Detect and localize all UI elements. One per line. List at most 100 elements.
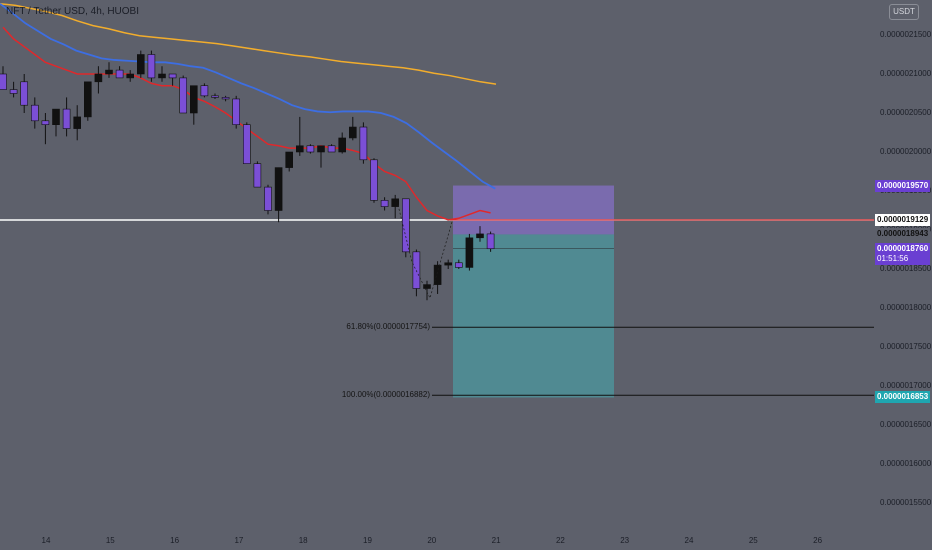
date-tick: 24 [684, 536, 694, 545]
candle-body-down [41, 120, 50, 126]
date-tick: 15 [105, 536, 115, 545]
candle-body-down [401, 198, 410, 253]
candle[interactable] [126, 70, 134, 82]
price-tick: 0.0000021000 [880, 69, 932, 78]
candle[interactable] [243, 122, 251, 164]
candle-body-down [221, 97, 230, 100]
candle[interactable] [317, 145, 325, 168]
candle[interactable] [454, 259, 463, 269]
candle[interactable] [168, 73, 177, 86]
candle[interactable] [158, 66, 166, 82]
candle[interactable] [391, 194, 400, 219]
price-tick: 0.0000018500 [880, 264, 932, 273]
candle-body-down [115, 69, 124, 79]
price-badge-take-profit: 0.0000016853 [875, 391, 930, 404]
candle-body-down [243, 124, 251, 164]
candle[interactable] [306, 144, 315, 154]
candle[interactable] [444, 259, 453, 269]
candle-body-down [211, 95, 219, 98]
candle[interactable] [94, 66, 103, 94]
price-tick: 0.0000020500 [880, 108, 932, 117]
candle[interactable] [105, 62, 113, 78]
candle-body-down [412, 251, 421, 289]
candle[interactable] [62, 97, 71, 137]
candle-body-up [73, 116, 81, 129]
candle-body-up [465, 237, 474, 268]
candle[interactable] [137, 50, 145, 78]
candle-body-up [433, 264, 442, 285]
candle-body-down [179, 77, 187, 114]
candle[interactable] [348, 116, 357, 141]
price-badge-value: 0.0000016853 [877, 392, 929, 402]
candle[interactable] [52, 108, 60, 137]
candle-body-down [253, 163, 262, 188]
candle-body-down [380, 200, 389, 207]
candle[interactable] [274, 167, 283, 223]
candle[interactable] [253, 161, 262, 188]
candle[interactable] [264, 184, 272, 215]
candle[interactable] [20, 74, 29, 113]
candle[interactable] [380, 197, 389, 211]
candle[interactable] [0, 66, 7, 90]
ema-blue-line [0, 3, 496, 190]
date-tick: 17 [234, 536, 244, 545]
fib-level-label: 100.00%(0.0000016882) [341, 390, 430, 400]
candle[interactable] [295, 116, 304, 156]
candle-body-up [52, 108, 60, 125]
date-tick: 23 [620, 536, 630, 545]
candle[interactable] [211, 93, 219, 99]
candle[interactable] [147, 50, 156, 82]
candle[interactable] [30, 97, 39, 129]
candle-body-up [423, 284, 431, 289]
candle-body-up [338, 137, 347, 153]
candle[interactable] [115, 66, 124, 79]
candle[interactable] [232, 95, 240, 129]
price-tick: 0.0000016000 [880, 459, 932, 468]
candle[interactable] [84, 81, 92, 121]
stop-loss-zone[interactable] [453, 185, 614, 235]
candle[interactable] [338, 132, 347, 154]
candle-body-up [476, 233, 484, 239]
candle[interactable] [476, 226, 484, 242]
date-tick: 20 [427, 536, 437, 545]
price-tick: 0.0000020000 [880, 147, 932, 156]
fib-level-label: 61.80%(0.0000017754) [346, 322, 430, 332]
date-tick: 16 [170, 536, 180, 545]
candle[interactable] [285, 151, 294, 172]
currency-button[interactable]: USDT [889, 4, 919, 20]
candle[interactable] [423, 280, 431, 301]
candle-body-down [486, 233, 495, 250]
candle[interactable] [179, 75, 187, 114]
take-profit-zone[interactable] [453, 234, 614, 398]
date-tick: 25 [748, 536, 758, 545]
candle[interactable] [221, 95, 230, 102]
candle-body-up [391, 198, 400, 207]
date-tick: 22 [555, 536, 565, 545]
candle-body-down [30, 104, 39, 122]
candle[interactable] [465, 233, 474, 271]
candle[interactable] [327, 144, 336, 153]
candle-body-up [105, 69, 113, 75]
candle[interactable] [200, 83, 209, 98]
candle[interactable] [9, 81, 18, 98]
candle[interactable] [41, 113, 50, 145]
date-tick: 18 [298, 536, 308, 545]
candle-body-up [317, 145, 325, 153]
candle[interactable] [433, 261, 442, 294]
candle-body-up [158, 73, 166, 79]
candle-body-down [0, 73, 7, 90]
price-badge-value: 0.0000018760 [877, 243, 929, 253]
candle-body-up [137, 54, 145, 75]
candle-body-down [454, 262, 463, 268]
candle[interactable] [73, 105, 81, 141]
candle[interactable] [401, 198, 410, 258]
date-tick: 14 [41, 536, 51, 545]
candle[interactable] [370, 158, 378, 203]
candle[interactable] [190, 85, 198, 125]
candle[interactable] [359, 122, 368, 164]
candle-body-down [327, 145, 336, 153]
candle[interactable] [412, 249, 421, 297]
price-tick: 0.0000017000 [880, 381, 932, 390]
candle[interactable] [486, 231, 495, 252]
